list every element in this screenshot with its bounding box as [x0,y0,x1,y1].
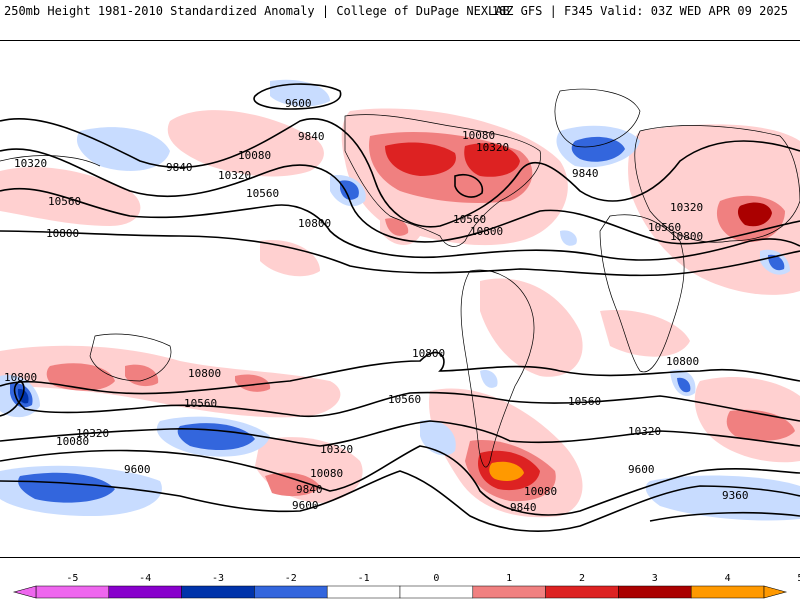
contour-label: 9600 [285,97,312,110]
contour-label: 10800 [188,367,221,380]
contour-label: 10320 [670,201,703,214]
contour-label: 10080 [524,485,557,498]
colorbar-tick-label: -1 [358,573,370,584]
contour-label: 9840 [166,161,193,174]
contour-label: 10800 [412,347,445,360]
contour-label: 10080 [56,435,89,448]
contour-label: 10800 [4,371,37,384]
contour-label: 10560 [648,221,681,234]
contour-label: 10320 [76,427,109,440]
contour-label: 10800 [470,225,503,238]
contour-label: 10560 [48,195,81,208]
colorbar-band [690,585,765,599]
colorbar-tick-label: 1 [506,573,512,584]
map-title: 250mb Height 1981-2010 Standardized Anom… [4,4,510,18]
colorbar-band [399,585,474,599]
model-run-info: 18Z GFS | F345 Valid: 03Z WED APR 09 202… [491,4,788,18]
contour-label: 10560 [246,187,279,200]
contour-label: 9600 [124,463,151,476]
colorbar-band [254,585,328,599]
contour-label: 10800 [670,230,703,243]
contour-label: 10800 [666,355,699,368]
colorbar-band [326,585,401,599]
contour-label: 10320 [218,169,251,182]
colorbar-tick-label: 4 [725,573,731,584]
negative-anomaly-shading [0,79,800,521]
colorbar-bands [35,585,765,599]
contour-label: 10560 [568,395,601,408]
contour-label: 10560 [388,393,421,406]
contour-label: 10800 [298,217,331,230]
colorbar-tick-label: 2 [579,573,585,584]
contour-label: 10320 [628,425,661,438]
colorbar-legend: -5 -4 -3 -2 -1 0 1 2 3 4 5 [0,566,800,600]
contour-label: 9840 [298,130,325,143]
colorbar-tick-labels: -5 -4 -3 -2 -1 0 1 2 3 4 5 [66,573,800,584]
contour-label: 10080 [238,149,271,162]
contour-label: 10800 [46,227,79,240]
contour-label: 10320 [14,157,47,170]
colorbar-band [35,585,110,599]
contour-label: 10080 [462,129,495,142]
colorbar-tick-label: -5 [66,573,78,584]
colorbar-band [472,585,546,599]
colorbar-band [618,585,692,599]
contour-label: 9600 [628,463,655,476]
contour-label: 9840 [510,501,537,514]
coastlines [0,88,800,468]
colorbar-tick-label: -3 [212,573,224,584]
contour-label: 10560 [184,397,217,410]
contour-label: 10080 [310,467,343,480]
contour-label: 10320 [476,141,509,154]
colorbar-band [545,585,619,599]
positive-anomaly-shading [0,108,800,518]
contour-labels: 9600 9840 10080 10320 9840 10320 10560 1… [4,97,749,514]
contour-label: 9840 [296,483,323,496]
colorbar-tick-label: 5 [797,573,800,584]
colorbar-max-arrow [763,585,788,599]
anomaly-map: 9600 9840 10080 10320 9840 10320 10560 1… [0,40,800,558]
contour-label: 9840 [572,167,599,180]
colorbar-tick-label: -2 [285,573,297,584]
contour-label: 9360 [722,489,749,502]
contour-label: 10560 [453,213,486,226]
contour-label: 9600 [292,499,319,512]
colorbar-min-arrow [12,585,37,599]
height-contours [0,83,800,532]
colorbar-tick-label: -4 [139,573,151,584]
colorbar-band [108,585,182,599]
contour-label: 10320 [320,443,353,456]
colorbar-tick-label: 0 [433,573,439,584]
colorbar-band [181,585,255,599]
colorbar-tick-label: 3 [652,573,658,584]
